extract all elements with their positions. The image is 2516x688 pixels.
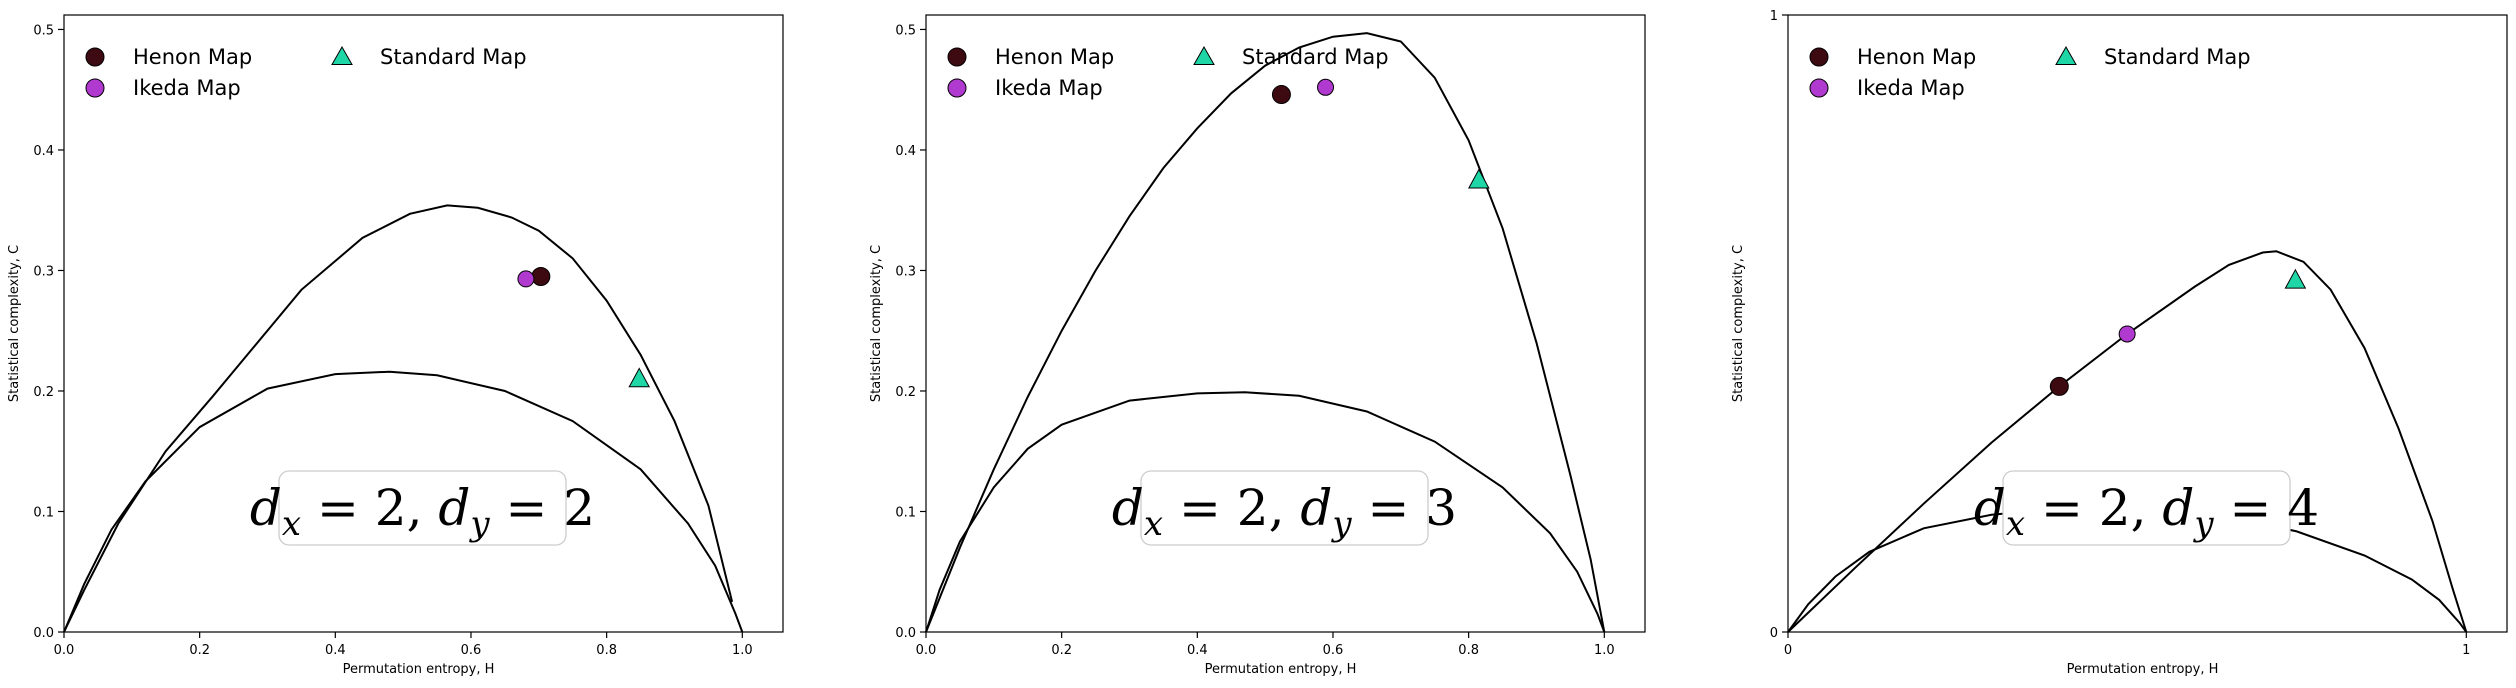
legend-label-ikeda: Ikeda Map	[133, 76, 241, 100]
y-tick-label: 0	[1770, 626, 1778, 641]
y-tick-label: 0.1	[895, 505, 916, 520]
legend-marker-standard	[1193, 45, 1215, 65]
legend-label-ikeda: Ikeda Map	[1857, 76, 1965, 100]
x-tick-label: 0.4	[1187, 643, 1208, 658]
legend-marker-standard	[331, 45, 353, 65]
legend-marker-henon	[1809, 47, 1829, 67]
x-tick-label: 0.4	[325, 643, 346, 658]
max-complexity-curve	[925, 32, 1606, 633]
embedding-dimension-label: dx = 2, dy = 4	[1974, 479, 2319, 544]
y-tick-label: 0.5	[895, 23, 916, 38]
legend-label-henon: Henon Map	[995, 45, 1114, 69]
chart-panel-3: 0 1 0 1 Permutation entropy, H Statistical co…	[1731, 9, 2508, 677]
x-tick-label: 0.8	[596, 643, 617, 658]
y-tick-label: 0.3	[895, 264, 916, 279]
legend-marker-henon	[947, 47, 967, 67]
plot-area-frame	[63, 14, 784, 633]
y-tick-label: 0.4	[33, 144, 54, 159]
x-tick-label: 0.0	[54, 643, 75, 658]
x-tick-label: 0.6	[1323, 643, 1344, 658]
embedding-dimension-box	[278, 470, 567, 546]
legend-marker-ikeda	[1809, 78, 1829, 98]
x-tick-label: 1.0	[732, 643, 753, 658]
y-tick-label: 1	[1770, 9, 1778, 24]
min-complexity-curve	[925, 391, 1606, 633]
max-complexity-curve	[63, 204, 734, 633]
chart-panel-2: 0.0 0.2 0.4 0.6 0.8 1.0 0.0 0.1 0.2 0.3 0.4 0.5 Perm…	[869, 14, 1646, 677]
legend: Henon Map Ikeda Map Standard Map	[85, 45, 527, 100]
max-complexity-curve	[1787, 250, 2468, 633]
chart-panel-1: 0.0 0.2 0.4 0.6 0.8 1.0 0.0 0.1 0.2 0.3 0.4 0.5 Perm…	[7, 14, 784, 677]
y-tick-label: 0.2	[33, 385, 54, 400]
x-tick-label: 0.2	[189, 643, 210, 658]
legend-marker-ikeda	[85, 78, 105, 98]
data-point-ikeda	[517, 270, 535, 288]
data-point-henon	[2049, 376, 2069, 396]
legend-label-standard: Standard Map	[2104, 45, 2251, 69]
data-point-standard	[2284, 268, 2307, 289]
min-complexity-curve	[63, 370, 744, 633]
data-point-henon	[531, 267, 551, 287]
y-tick-label: 0.1	[33, 505, 54, 520]
y-axis-label: Statistical complexity, C	[869, 245, 884, 402]
y-tick-label: 0.3	[33, 264, 54, 279]
y-tick-label: 0.0	[895, 626, 916, 641]
x-axis-label: Permutation entropy, H	[2067, 662, 2219, 677]
legend-marker-henon	[85, 47, 105, 67]
x-tick-label: 0	[1784, 643, 1792, 658]
x-tick-label: 0.6	[461, 643, 482, 658]
plot-area-frame	[1787, 14, 2508, 633]
y-tick-label: 0.4	[895, 144, 916, 159]
legend-label-henon: Henon Map	[133, 45, 252, 69]
legend-label-standard: Standard Map	[1242, 45, 1389, 69]
legend-label-standard: Standard Map	[380, 45, 527, 69]
embedding-dimension-box	[1140, 470, 1429, 546]
embedding-dimension-label: dx = 2, dy = 3	[1112, 479, 1457, 544]
embedding-dimension-label: dx = 2, dy = 2	[250, 479, 595, 544]
x-tick-label: 1	[2462, 643, 2470, 658]
legend-marker-standard	[2055, 45, 2077, 65]
data-point-ikeda	[1317, 78, 1335, 96]
embedding-dimension-box	[2002, 470, 2291, 546]
legend-marker-ikeda	[947, 78, 967, 98]
legend: Henon Map Ikeda Map Standard Map	[947, 45, 1389, 100]
y-axis-label: Statistical complexity, C	[7, 245, 22, 402]
legend: Henon Map Ikeda Map Standard Map	[1809, 45, 2251, 100]
x-tick-label: 0.2	[1051, 643, 1072, 658]
plot-area-frame	[925, 14, 1646, 633]
legend-label-henon: Henon Map	[1857, 45, 1976, 69]
legend-label-ikeda: Ikeda Map	[995, 76, 1103, 100]
x-axis-label: Permutation entropy, H	[1205, 662, 1357, 677]
y-tick-label: 0.2	[895, 385, 916, 400]
x-axis-label: Permutation entropy, H	[343, 662, 495, 677]
x-tick-label: 1.0	[1594, 643, 1615, 658]
x-tick-label: 0.8	[1458, 643, 1479, 658]
data-point-ikeda	[2118, 325, 2136, 343]
data-point-standard	[628, 367, 651, 388]
y-axis-label: Statistical complexity, C	[1731, 245, 1746, 402]
data-point-henon	[1271, 85, 1291, 105]
data-point-standard	[1468, 168, 1490, 189]
x-tick-label: 0.0	[916, 643, 937, 658]
y-tick-label: 0.5	[33, 23, 54, 38]
y-tick-label: 0.0	[33, 626, 54, 641]
